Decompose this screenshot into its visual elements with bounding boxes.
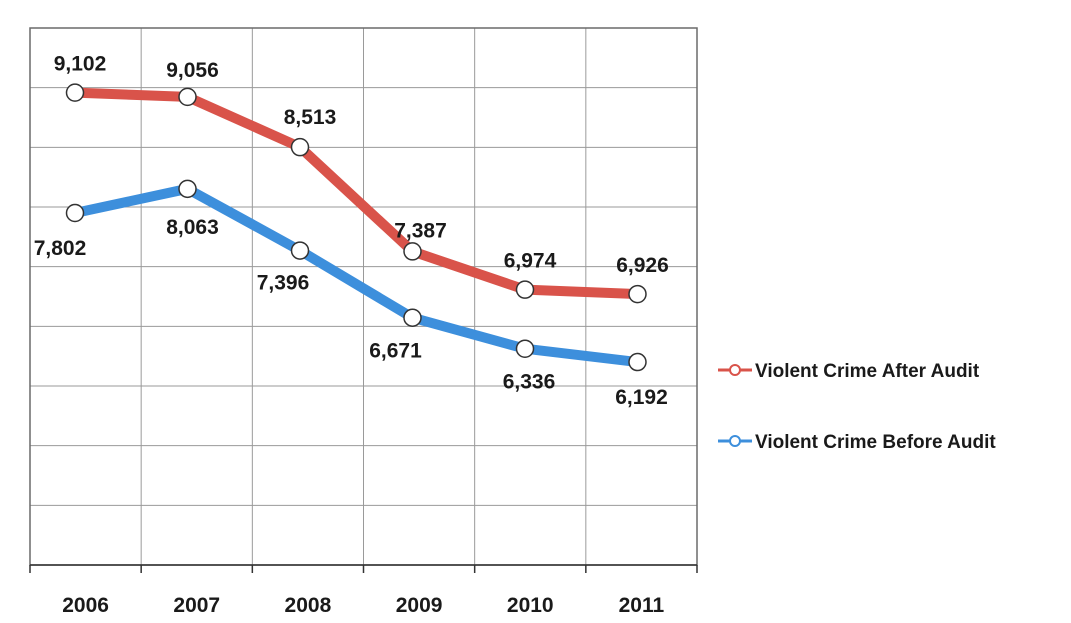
- data-point-marker: [65, 203, 85, 223]
- data-point-marker: [290, 137, 310, 157]
- x-tick-label: 2011: [619, 594, 665, 617]
- x-tick-label: 2009: [396, 594, 443, 617]
- data-label: 8,513: [284, 106, 337, 129]
- legend: Violent Crime After Audit Violent Crime B…: [718, 361, 996, 453]
- data-point-marker: [403, 242, 422, 261]
- data-point-marker: [515, 339, 535, 358]
- legend-label: Violent Crime Before Audit: [755, 432, 996, 453]
- series-line-after-audit: [70, 87, 643, 300]
- data-point-marker: [290, 241, 310, 260]
- x-tick-label: 2007: [173, 594, 220, 617]
- x-tick-label: 2006: [62, 594, 109, 617]
- data-label: 6,192: [615, 386, 668, 409]
- data-point-marker: [65, 83, 85, 102]
- data-point-marker: [178, 87, 197, 107]
- data-point-marker: [628, 284, 647, 304]
- data-label: 8,063: [166, 216, 219, 239]
- legend-swatch-marker: [729, 435, 741, 447]
- data-label: 6,926: [616, 254, 669, 277]
- legend-label: Violent Crime After Audit: [755, 361, 980, 382]
- data-label: 6,974: [504, 250, 557, 273]
- data-point-marker: [628, 352, 647, 372]
- legend-swatch-marker: [729, 364, 741, 376]
- series-line-before-audit: [70, 183, 643, 368]
- x-axis-ticks: 2006 2007 2008 2009 2010 2011: [29, 565, 698, 617]
- series-lines: [65, 83, 647, 372]
- data-point-marker: [515, 280, 535, 299]
- data-label: 7,387: [394, 219, 447, 242]
- data-point-marker: [403, 308, 422, 327]
- data-labels: 9,102 9,056 8,513 7,387 6,974 6,926 7,802 8,063…: [34, 53, 669, 409]
- data-label: 7,396: [257, 272, 310, 295]
- x-tick-label: 2008: [285, 594, 332, 617]
- data-label: 9,102: [54, 53, 107, 76]
- data-point-marker: [178, 179, 197, 199]
- data-label: 9,056: [166, 59, 219, 82]
- x-tick-label: 2010: [507, 594, 554, 617]
- data-label: 7,802: [34, 237, 87, 260]
- data-label: 6,336: [503, 371, 556, 394]
- data-label: 6,671: [369, 340, 422, 363]
